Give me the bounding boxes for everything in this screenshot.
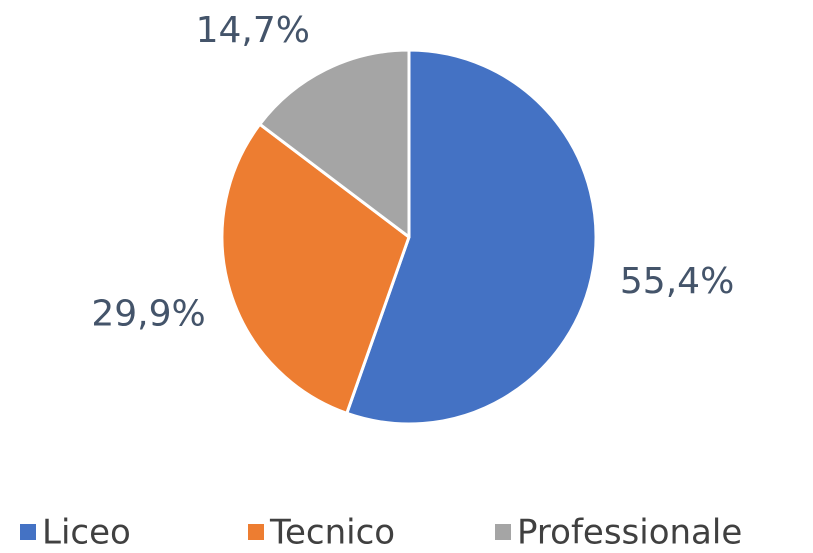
legend-label: Liceo [42,513,131,553]
pie-slice [258,48,411,239]
pie-slice [220,122,411,415]
legend-swatch [248,524,264,540]
data-label: 29,9% [91,293,205,334]
legend-label: Professionale [517,513,742,553]
legend-swatch [495,524,511,540]
legend-swatch [20,524,36,540]
legend-label: Tecnico [269,513,395,553]
data-label: 14,7% [196,10,310,51]
data-label: 55,4% [620,261,734,302]
